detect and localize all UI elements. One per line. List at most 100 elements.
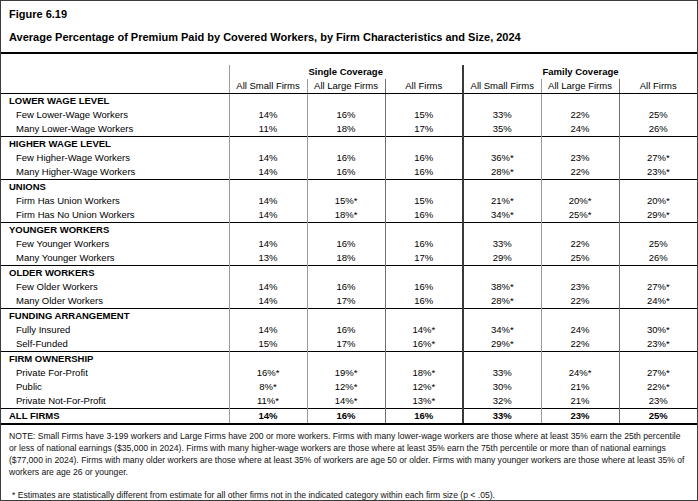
empty-cell bbox=[307, 137, 385, 152]
empty-cell bbox=[385, 94, 463, 109]
value-cell: 13%* bbox=[385, 394, 463, 409]
notes-block: NOTE: Small Firms have 3-199 workers and… bbox=[1, 425, 697, 501]
value-cell: 22% bbox=[541, 337, 619, 352]
page-title: Average Percentage of Premium Paid by Co… bbox=[9, 31, 689, 43]
empty-cell bbox=[619, 94, 697, 109]
table-row: Few Higher-Wage Workers14%16%16%36%*23%2… bbox=[1, 151, 697, 165]
value-cell: 23% bbox=[619, 394, 697, 409]
row-label: Fully Insured bbox=[1, 323, 229, 337]
value-cell: 14% bbox=[229, 208, 307, 223]
value-cell: 15% bbox=[385, 108, 463, 122]
value-cell: 26% bbox=[619, 122, 697, 137]
section-header-row: LOWER WAGE LEVEL bbox=[1, 94, 697, 109]
value-cell: 11% bbox=[229, 122, 307, 137]
empty-cell bbox=[229, 309, 307, 324]
empty-cell bbox=[307, 309, 385, 324]
total-row-label: ALL FIRMS bbox=[1, 409, 229, 425]
value-cell: 28%* bbox=[463, 294, 541, 309]
value-cell: 15% bbox=[385, 194, 463, 208]
empty-cell bbox=[307, 180, 385, 195]
empty-cell bbox=[463, 309, 541, 324]
value-cell: 23% bbox=[541, 409, 619, 425]
value-cell: 17% bbox=[385, 251, 463, 266]
empty-cell bbox=[541, 309, 619, 324]
value-cell: 29%* bbox=[463, 337, 541, 352]
empty-cell bbox=[385, 266, 463, 281]
value-cell: 29%* bbox=[619, 208, 697, 223]
row-label: Many Higher-Wage Workers bbox=[1, 165, 229, 180]
value-cell: 25% bbox=[541, 251, 619, 266]
empty-cell bbox=[541, 94, 619, 109]
value-cell: 25% bbox=[619, 237, 697, 251]
value-cell: 23% bbox=[541, 151, 619, 165]
value-cell: 22% bbox=[541, 108, 619, 122]
note-text: NOTE: Small Firms have 3-199 workers and… bbox=[9, 431, 689, 478]
row-label: Many Older Workers bbox=[1, 294, 229, 309]
value-cell: 17% bbox=[307, 337, 385, 352]
table-row: Few Older Workers14%16%16%38%*23%27%* bbox=[1, 280, 697, 294]
figure-number: Figure 6.19 bbox=[9, 8, 689, 20]
row-label: Public bbox=[1, 380, 229, 394]
empty-cell bbox=[619, 137, 697, 152]
empty-cell bbox=[541, 223, 619, 238]
row-label: Self-Funded bbox=[1, 337, 229, 352]
value-cell: 14%* bbox=[385, 323, 463, 337]
coverage-group-header: Family Coverage bbox=[463, 65, 697, 79]
value-cell: 34%* bbox=[463, 323, 541, 337]
value-cell: 24%* bbox=[619, 294, 697, 309]
section-header-label: HIGHER WAGE LEVEL bbox=[1, 137, 229, 152]
table-row: Many Higher-Wage Workers14%16%16%28%*22%… bbox=[1, 165, 697, 180]
section-header-label: LOWER WAGE LEVEL bbox=[1, 94, 229, 109]
empty-cell bbox=[619, 309, 697, 324]
value-cell: 23%* bbox=[619, 337, 697, 352]
empty-cell bbox=[541, 266, 619, 281]
value-cell: 32% bbox=[463, 394, 541, 409]
value-cell: 16% bbox=[307, 237, 385, 251]
column-header: All Large Firms bbox=[307, 79, 385, 94]
value-cell: 16% bbox=[307, 280, 385, 294]
value-cell: 18%* bbox=[385, 366, 463, 380]
value-cell: 16% bbox=[385, 208, 463, 223]
value-cell: 26% bbox=[619, 251, 697, 266]
row-label: Few Younger Workers bbox=[1, 237, 229, 251]
empty-cell bbox=[463, 94, 541, 109]
section-header-row: UNIONS bbox=[1, 180, 697, 195]
value-cell: 36%* bbox=[463, 151, 541, 165]
empty-cell bbox=[385, 352, 463, 367]
value-cell: 15%* bbox=[307, 194, 385, 208]
value-cell: 25%* bbox=[541, 208, 619, 223]
value-cell: 24% bbox=[541, 122, 619, 137]
value-cell: 18% bbox=[307, 122, 385, 137]
empty-cell bbox=[307, 94, 385, 109]
value-cell: 14% bbox=[229, 409, 307, 425]
value-cell: 33% bbox=[463, 409, 541, 425]
value-cell: 14% bbox=[229, 237, 307, 251]
row-label: Few Older Workers bbox=[1, 280, 229, 294]
section-header-label: YOUNGER WORKERS bbox=[1, 223, 229, 238]
table-row: Private For-Profit16%*19%*18%*33%24%*27%… bbox=[1, 366, 697, 380]
empty-cell bbox=[463, 352, 541, 367]
row-label: Many Younger Workers bbox=[1, 251, 229, 266]
table-row: Firm Has Union Workers14%15%*15%21%*20%*… bbox=[1, 194, 697, 208]
value-cell: 14% bbox=[229, 294, 307, 309]
value-cell: 38%* bbox=[463, 280, 541, 294]
value-cell: 18%* bbox=[307, 208, 385, 223]
value-cell: 24% bbox=[541, 323, 619, 337]
value-cell: 13% bbox=[229, 251, 307, 266]
value-cell: 20%* bbox=[619, 194, 697, 208]
section-header-label: UNIONS bbox=[1, 180, 229, 195]
value-cell: 14% bbox=[229, 194, 307, 208]
value-cell: 16% bbox=[385, 409, 463, 425]
section-header-row: FUNDING ARRANGEMENT bbox=[1, 309, 697, 324]
empty-cell bbox=[463, 266, 541, 281]
empty-cell bbox=[541, 352, 619, 367]
empty-cell bbox=[619, 180, 697, 195]
value-cell: 22% bbox=[541, 237, 619, 251]
value-cell: 23%* bbox=[619, 165, 697, 180]
column-header-row: All Small FirmsAll Large FirmsAll FirmsA… bbox=[1, 79, 697, 94]
row-label: Firm Has No Union Workers bbox=[1, 208, 229, 223]
empty-cell bbox=[463, 223, 541, 238]
value-cell: 19%* bbox=[307, 366, 385, 380]
table-corner-cell bbox=[1, 79, 229, 94]
value-cell: 16%* bbox=[229, 366, 307, 380]
